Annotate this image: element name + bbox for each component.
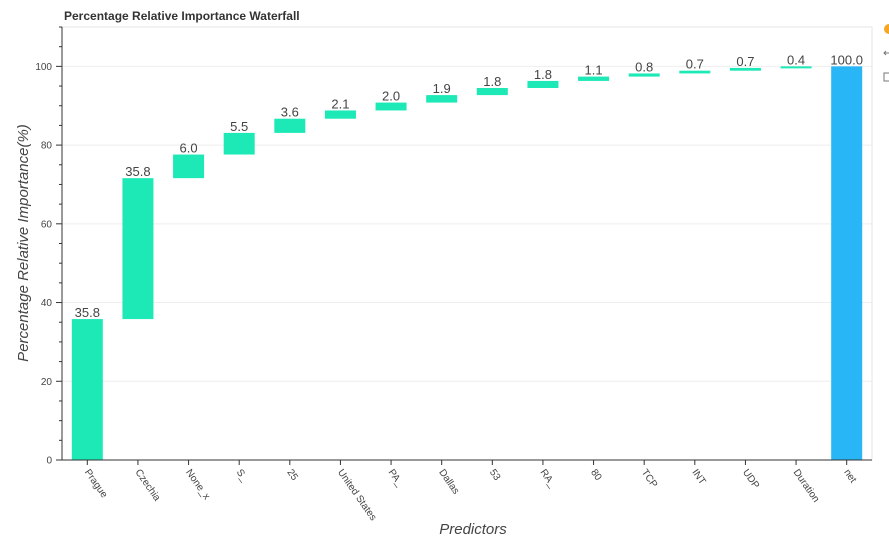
bar <box>274 118 306 133</box>
reset-tool-icon[interactable] <box>882 72 889 82</box>
y-tick-label: 20 <box>41 377 53 388</box>
bar-value-label: 35.8 <box>75 305 100 320</box>
y-axis-label: Percentage Relative Importance(%) <box>15 124 32 362</box>
bar-value-label: 1.8 <box>534 67 552 82</box>
bars <box>71 66 863 460</box>
bar-value-label: 0.7 <box>686 57 704 72</box>
bar-value-label: 100.0 <box>830 52 863 67</box>
bar <box>578 76 610 81</box>
x-tick-label: United States <box>335 467 378 522</box>
x-tick-label: Czechia <box>132 467 162 503</box>
bar <box>780 66 812 69</box>
x-axis-label: Predictors <box>439 521 507 538</box>
bar-value-label: 0.7 <box>736 54 754 69</box>
bar <box>476 88 508 96</box>
x-tick-label: Dallas <box>436 467 461 496</box>
x-tick-label: Prague <box>82 467 110 500</box>
bar-value-label: 1.1 <box>585 63 603 78</box>
bar-value-label: 35.8 <box>125 164 150 179</box>
bar-value-label: 5.5 <box>230 119 248 134</box>
y-tick-label: 40 <box>41 298 53 309</box>
bar-value-label: 1.9 <box>433 81 451 96</box>
bar <box>426 95 458 103</box>
x-tick-label: net <box>841 467 858 485</box>
bar <box>628 73 660 77</box>
bar <box>831 66 863 460</box>
chart-toolbar <box>882 24 889 96</box>
x-tick-label: UDP <box>740 467 761 491</box>
x-tick-label: RA_ <box>537 467 557 490</box>
x-tick-label: 80 <box>588 467 604 483</box>
bar-value-label: 3.6 <box>281 105 299 120</box>
bar <box>223 132 255 155</box>
x-tick-label: S_ <box>234 467 250 484</box>
x-tick-label: PA_ <box>386 467 406 489</box>
chart-title: Percentage Relative Importance Waterfall <box>64 9 300 23</box>
y-tick-label: 60 <box>41 219 53 230</box>
grid-lines <box>62 65 872 461</box>
y-tick-label: 0 <box>46 456 52 467</box>
bar <box>527 80 559 89</box>
x-tick-label: Duration <box>791 467 822 504</box>
bar <box>729 67 761 71</box>
x-tick-label: TCP <box>639 467 660 490</box>
bar <box>324 110 356 119</box>
pan-tool-icon[interactable] <box>882 48 889 58</box>
bar-value-label: 6.0 <box>180 141 198 156</box>
bar-value-label: 2.1 <box>331 96 349 111</box>
x-ticks: Prague Czechia None_x S_ 25 United States PA_ D… <box>82 460 858 523</box>
bokeh-logo-icon[interactable] <box>882 24 889 34</box>
x-tick-label: 53 <box>487 467 503 483</box>
x-tick-label: INT <box>689 467 707 487</box>
bar-value-label: 0.4 <box>787 52 805 67</box>
bar-value-labels: 35.8 35.8 6.0 5.5 3.6 2.1 2.0 1.9 1.8 1.8 1.1 0.8 0.… <box>75 52 863 320</box>
x-tick-label: 25 <box>284 467 300 483</box>
bar <box>173 154 205 179</box>
bar <box>71 319 103 460</box>
y-ticks: 0 20 40 60 80 100 <box>35 26 62 467</box>
bar <box>679 70 711 74</box>
bar-value-label: 2.0 <box>382 89 400 104</box>
bar-value-label: 1.8 <box>483 74 501 89</box>
bar <box>122 178 154 320</box>
y-tick-label: 80 <box>41 141 53 152</box>
y-tick-label: 100 <box>35 62 52 73</box>
bar <box>375 102 407 111</box>
plot-area <box>61 26 873 461</box>
x-tick-label: None_x <box>183 467 212 502</box>
bar-value-label: 0.8 <box>635 59 653 74</box>
